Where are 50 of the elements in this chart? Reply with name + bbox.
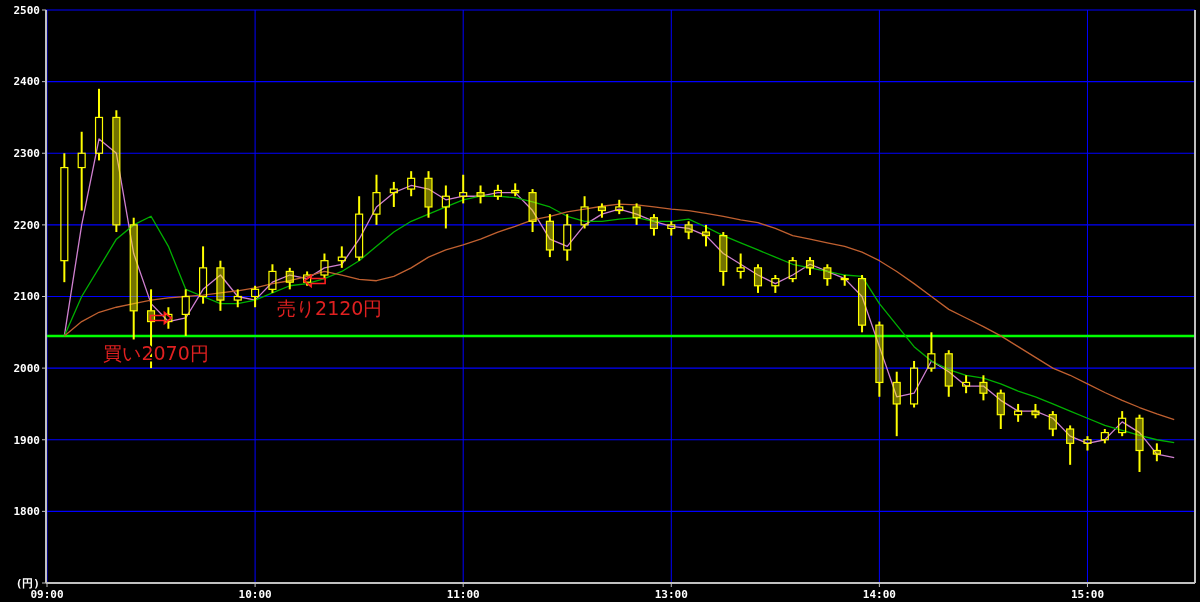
candlestick (181, 288, 190, 337)
candlestick (337, 245, 346, 269)
candlestick (892, 370, 901, 438)
candlestick (597, 202, 606, 219)
y-tick-label: (円) (15, 576, 40, 590)
y-tick-label: 2000 (13, 361, 40, 375)
x-tick-label: 15:00 (1070, 588, 1105, 601)
candlestick (719, 231, 728, 287)
candlestick (753, 263, 763, 294)
candlestick (1048, 410, 1057, 438)
candlestick (632, 202, 641, 226)
annotation: 売り2120円 (277, 297, 383, 319)
candlestick (649, 213, 659, 237)
candlestick (129, 216, 138, 341)
y-tick-label: 1800 (13, 505, 40, 519)
candlestick (857, 274, 867, 334)
candlestick (1152, 442, 1161, 463)
candlestick (563, 213, 572, 262)
candlestick (736, 252, 745, 280)
candlestick (701, 223, 711, 248)
x-tick-label: 14:00 (862, 588, 896, 601)
line-series (63, 138, 1175, 459)
candlestick (112, 109, 121, 234)
candlestick (545, 213, 554, 259)
y-tick-label: 2100 (13, 290, 40, 304)
candlestick (424, 170, 433, 219)
candlestick (684, 220, 693, 241)
candlestick (823, 263, 832, 287)
candlestick (441, 184, 450, 230)
candlestick (60, 152, 69, 284)
candlestick (528, 188, 537, 234)
y-tick-label: 2300 (13, 147, 40, 161)
y-tick-label: 2200 (13, 218, 40, 232)
x-tick-label: 09:00 (30, 588, 64, 601)
x-tick-label: 10:00 (238, 588, 272, 601)
candlestick (77, 130, 86, 212)
y-tick-label: 1900 (13, 433, 40, 447)
candlestick (805, 256, 815, 277)
candlestick (979, 374, 988, 402)
candlestick (372, 173, 381, 226)
x-tick-label: 11:00 (446, 588, 480, 601)
y-tick-label: 2400 (13, 75, 40, 89)
candlestick (1066, 424, 1075, 466)
candlestick (164, 306, 173, 330)
candlestick (199, 245, 208, 305)
candlestick (944, 349, 953, 398)
x-tick-label: 13:00 (654, 588, 688, 601)
candlestick (476, 184, 485, 205)
candlestick (216, 259, 225, 312)
y-tick-label: 2500 (13, 3, 40, 17)
